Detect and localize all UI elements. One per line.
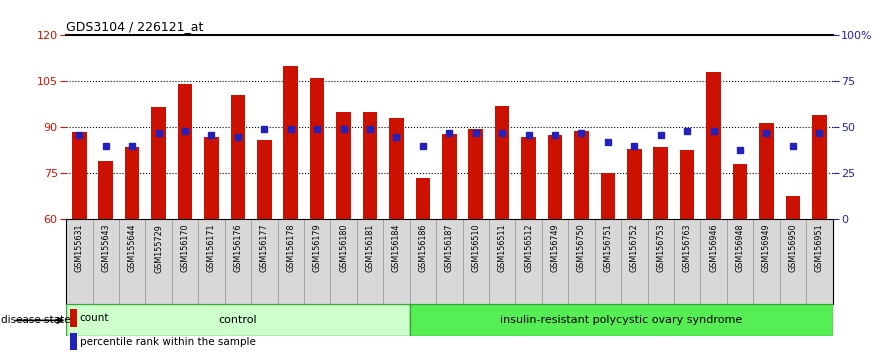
- Bar: [522, 137, 536, 219]
- Bar: [727, 219, 753, 304]
- Text: GDS3104 / 226121_at: GDS3104 / 226121_at: [66, 20, 204, 33]
- Text: GSM156181: GSM156181: [366, 224, 374, 272]
- Text: GSM156511: GSM156511: [498, 224, 507, 272]
- Bar: [621, 219, 648, 304]
- Bar: [410, 219, 436, 304]
- Text: GSM155643: GSM155643: [101, 224, 110, 272]
- Bar: [231, 95, 245, 219]
- Text: disease state: disease state: [1, 315, 70, 325]
- Text: insulin-resistant polycystic ovary syndrome: insulin-resistant polycystic ovary syndr…: [500, 315, 742, 325]
- Text: GSM156946: GSM156946: [709, 224, 718, 272]
- Text: GSM156949: GSM156949: [762, 224, 771, 272]
- Bar: [119, 219, 145, 304]
- Text: GSM156170: GSM156170: [181, 224, 189, 272]
- Bar: [304, 219, 330, 304]
- Bar: [806, 219, 833, 304]
- Bar: [574, 131, 589, 219]
- Text: GSM156950: GSM156950: [788, 224, 797, 272]
- Bar: [780, 219, 806, 304]
- Text: GSM156751: GSM156751: [603, 224, 612, 272]
- Bar: [648, 219, 674, 304]
- Bar: [93, 219, 119, 304]
- Bar: [363, 112, 377, 219]
- Bar: [759, 123, 774, 219]
- Bar: [204, 137, 218, 219]
- Text: GSM156178: GSM156178: [286, 224, 295, 272]
- Text: GSM156753: GSM156753: [656, 224, 665, 272]
- Bar: [568, 219, 595, 304]
- Bar: [627, 149, 641, 219]
- Bar: [70, 333, 78, 350]
- Bar: [66, 304, 410, 336]
- Text: control: control: [218, 315, 257, 325]
- Bar: [198, 219, 225, 304]
- Bar: [733, 164, 747, 219]
- Bar: [469, 129, 483, 219]
- Text: GSM156179: GSM156179: [313, 224, 322, 272]
- Bar: [515, 219, 542, 304]
- Text: GSM156184: GSM156184: [392, 224, 401, 272]
- Text: GSM156763: GSM156763: [683, 224, 692, 272]
- Bar: [66, 219, 93, 304]
- Bar: [284, 66, 298, 219]
- Bar: [257, 140, 271, 219]
- Bar: [389, 118, 403, 219]
- Bar: [337, 112, 351, 219]
- Bar: [330, 219, 357, 304]
- Text: GSM155644: GSM155644: [128, 224, 137, 272]
- Text: GSM156177: GSM156177: [260, 224, 269, 272]
- Bar: [680, 150, 694, 219]
- Bar: [489, 219, 515, 304]
- Bar: [410, 304, 833, 336]
- Bar: [99, 161, 113, 219]
- Text: GSM156752: GSM156752: [630, 224, 639, 273]
- Bar: [463, 219, 489, 304]
- Bar: [251, 219, 278, 304]
- Bar: [700, 219, 727, 304]
- Text: GSM155631: GSM155631: [75, 224, 84, 272]
- Bar: [436, 219, 463, 304]
- Bar: [152, 108, 166, 219]
- Bar: [812, 115, 826, 219]
- Bar: [225, 219, 251, 304]
- Bar: [654, 147, 668, 219]
- Text: GSM156187: GSM156187: [445, 224, 454, 272]
- Bar: [753, 219, 780, 304]
- Bar: [172, 219, 198, 304]
- Bar: [786, 196, 800, 219]
- Text: GSM155729: GSM155729: [154, 224, 163, 273]
- Text: percentile rank within the sample: percentile rank within the sample: [80, 337, 255, 347]
- Text: GSM156750: GSM156750: [577, 224, 586, 272]
- Text: GSM156951: GSM156951: [815, 224, 824, 272]
- Bar: [707, 72, 721, 219]
- Text: GSM156948: GSM156948: [736, 224, 744, 272]
- Text: GSM156510: GSM156510: [471, 224, 480, 272]
- Text: GSM156512: GSM156512: [524, 224, 533, 272]
- Text: GSM156180: GSM156180: [339, 224, 348, 272]
- Bar: [145, 219, 172, 304]
- Bar: [310, 78, 324, 219]
- Bar: [416, 178, 430, 219]
- Bar: [674, 219, 700, 304]
- Text: GSM156749: GSM156749: [551, 224, 559, 272]
- Bar: [70, 309, 78, 327]
- Bar: [548, 135, 562, 219]
- Bar: [542, 219, 568, 304]
- Text: GSM156176: GSM156176: [233, 224, 242, 272]
- Bar: [278, 219, 304, 304]
- Text: count: count: [80, 313, 109, 323]
- Bar: [595, 219, 621, 304]
- Bar: [125, 147, 139, 219]
- Bar: [383, 219, 410, 304]
- Bar: [357, 219, 383, 304]
- Bar: [601, 173, 615, 219]
- Bar: [442, 133, 456, 219]
- Bar: [178, 85, 192, 219]
- Bar: [72, 132, 86, 219]
- Bar: [495, 106, 509, 219]
- Text: GSM156186: GSM156186: [418, 224, 427, 272]
- Text: GSM156171: GSM156171: [207, 224, 216, 272]
